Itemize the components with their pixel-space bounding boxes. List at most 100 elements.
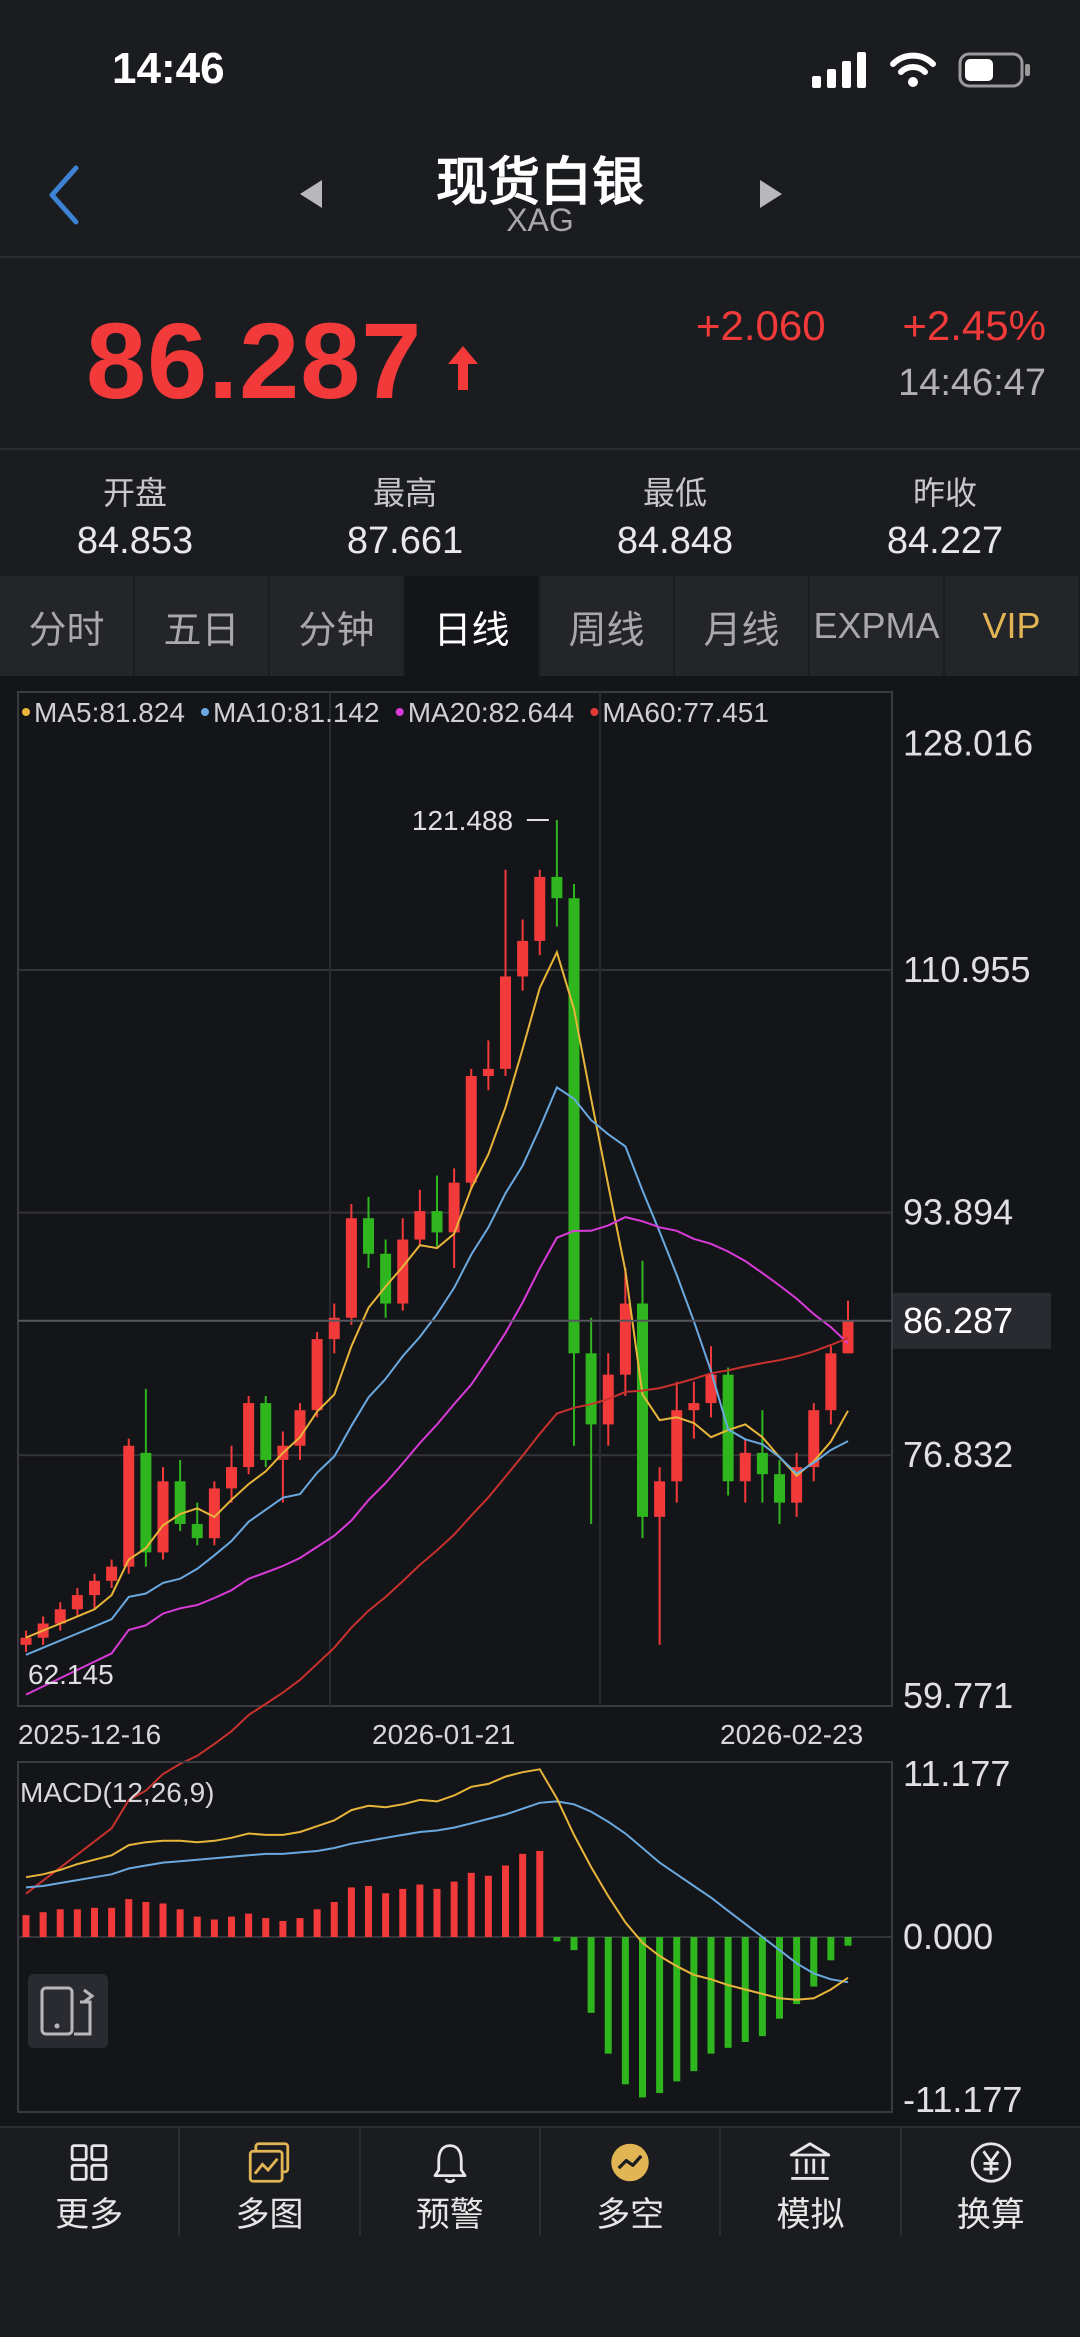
nav-more[interactable]: 更多: [0, 2128, 181, 2236]
y-tick-label: 76.832: [903, 1434, 1013, 1475]
macd-histogram-bar: [279, 1920, 287, 1937]
wifi-icon: [890, 52, 936, 87]
stat-value: 84.227: [886, 520, 1004, 562]
macd-histogram-bar: [570, 1937, 578, 1951]
up-arrow-icon: [448, 346, 478, 390]
legend-label: MA20:82.644: [408, 697, 575, 728]
macd-histogram-bar: [142, 1902, 150, 1937]
bank-icon: [790, 2142, 831, 2180]
stat-label: 昨收: [912, 474, 977, 512]
candle-body: [123, 1445, 135, 1567]
battery-icon: [958, 52, 1030, 88]
nav-long-short[interactable]: 多空: [541, 2128, 722, 2236]
legend-label: MA60:77.451: [602, 697, 769, 728]
candle-body: [619, 1303, 631, 1375]
tab-vip[interactable]: VIP: [945, 576, 1080, 676]
tab-daily[interactable]: 日线: [405, 576, 540, 676]
tab-five-day[interactable]: 五日: [135, 576, 270, 676]
nav-label: 更多: [55, 2195, 124, 2235]
chart-area: 128.016 110.955 93.894 76.832 59.771 MA5:81.8…: [0, 676, 1080, 2126]
tab-minute[interactable]: 分钟: [270, 576, 405, 676]
macd-y-tick-label: -11.177: [903, 2079, 1022, 2120]
orientation-toggle-button[interactable]: [28, 1974, 108, 2048]
macd-histogram-bar: [502, 1865, 509, 1937]
macd-histogram-bar: [536, 1850, 544, 1937]
candle-body: [705, 1374, 717, 1404]
grid-icon: [70, 2144, 108, 2181]
y-tick-label: 110.955: [903, 949, 1030, 990]
x-tick-label: 2026-02-23: [720, 1719, 863, 1750]
candle-body: [551, 876, 563, 899]
tab-intraday[interactable]: 分时: [0, 576, 135, 676]
ma5-line: [25, 949, 849, 1639]
stat-open: 开盘 84.853: [0, 450, 270, 576]
x-tick-label: 2025-12-16: [18, 1719, 161, 1750]
y-tick-label: 59.771: [903, 1675, 1013, 1716]
candle-body: [363, 1218, 374, 1254]
macd-histogram-bar: [245, 1913, 253, 1937]
status-time: 14:46: [112, 44, 225, 93]
macd-histogram-bar: [330, 1902, 338, 1937]
macd-histogram-bar: [587, 1937, 595, 2013]
nav-convert[interactable]: 换算: [902, 2128, 1080, 2236]
candle-body: [311, 1339, 323, 1411]
macd-histogram-bar: [793, 1937, 801, 2005]
symbol-code: XAG: [506, 202, 574, 238]
macd-histogram-bar: [810, 1937, 818, 1987]
candle-body: [637, 1303, 648, 1517]
macd-histogram-bar: [450, 1881, 458, 1937]
stat-value: 84.853: [76, 520, 194, 562]
trend-circle-icon: [611, 2143, 649, 2182]
ma60-line: [25, 1337, 849, 1895]
nav-simulate[interactable]: 模拟: [721, 2128, 902, 2236]
candle-body: [448, 1182, 460, 1233]
macd-dif-line: [25, 1768, 849, 2001]
ma10-line: [25, 1085, 849, 1656]
stat-low: 最低 84.848: [540, 450, 810, 576]
macd-dea-line: [25, 1800, 849, 1984]
candle-body: [174, 1481, 186, 1524]
candle-body: [414, 1211, 426, 1240]
candle-body: [756, 1452, 768, 1475]
candle-body: [328, 1317, 340, 1340]
macd-histogram-bar: [382, 1893, 390, 1937]
period-tabs: 分时 五日 分钟 日线 周线 月线 EXPMA VIP: [0, 576, 1080, 676]
main-chart-frame: [17, 691, 893, 1707]
macd-histogram-bar: [296, 1918, 304, 1937]
candle-body: [140, 1452, 152, 1553]
back-icon[interactable]: [40, 160, 90, 230]
tab-expma[interactable]: EXPMA: [810, 576, 945, 676]
next-symbol-icon[interactable]: [756, 174, 786, 214]
legend-dot: [395, 708, 404, 716]
nav-label: 多图: [235, 2195, 304, 2235]
macd-histogram-bar: [159, 1903, 167, 1937]
candle-body: [585, 1353, 597, 1425]
stat-label: 最高: [372, 474, 437, 512]
tab-weekly[interactable]: 周线: [540, 576, 675, 676]
stat-high: 最高 87.661: [270, 450, 540, 576]
bell-icon: [433, 2144, 467, 2184]
legend-dot: [201, 708, 209, 716]
macd-histogram-bar: [193, 1916, 201, 1937]
rotate-screen-icon: [40, 1986, 95, 2036]
macd-histogram-bar: [467, 1872, 475, 1937]
candle-body: [191, 1523, 203, 1539]
bottom-nav: 更多 多图 预警 多空 模拟: [0, 2126, 1080, 2236]
candle-body: [71, 1595, 83, 1610]
candle-body: [226, 1467, 237, 1489]
prev-symbol-icon[interactable]: [296, 174, 326, 214]
yen-circle-icon: [970, 2142, 1011, 2183]
price-chart[interactable]: 128.016 110.955 93.894 76.832 59.771 MA5:81.8…: [0, 676, 1080, 2126]
price-change-percent: +2.45%: [902, 302, 1046, 349]
tab-monthly[interactable]: 月线: [675, 576, 810, 676]
nav-alert[interactable]: 预警: [361, 2128, 541, 2236]
nav-multi-chart[interactable]: 多图: [180, 2128, 361, 2236]
macd-histogram-bar: [108, 1907, 116, 1937]
candle-body: [568, 898, 580, 1354]
nav-label: 多空: [596, 2195, 665, 2235]
macd-histogram-bar: [621, 1937, 629, 2085]
stat-value: 84.848: [616, 520, 734, 562]
candle-body: [243, 1403, 255, 1468]
nav-label: 模拟: [776, 2195, 845, 2235]
candle-body: [671, 1410, 683, 1482]
